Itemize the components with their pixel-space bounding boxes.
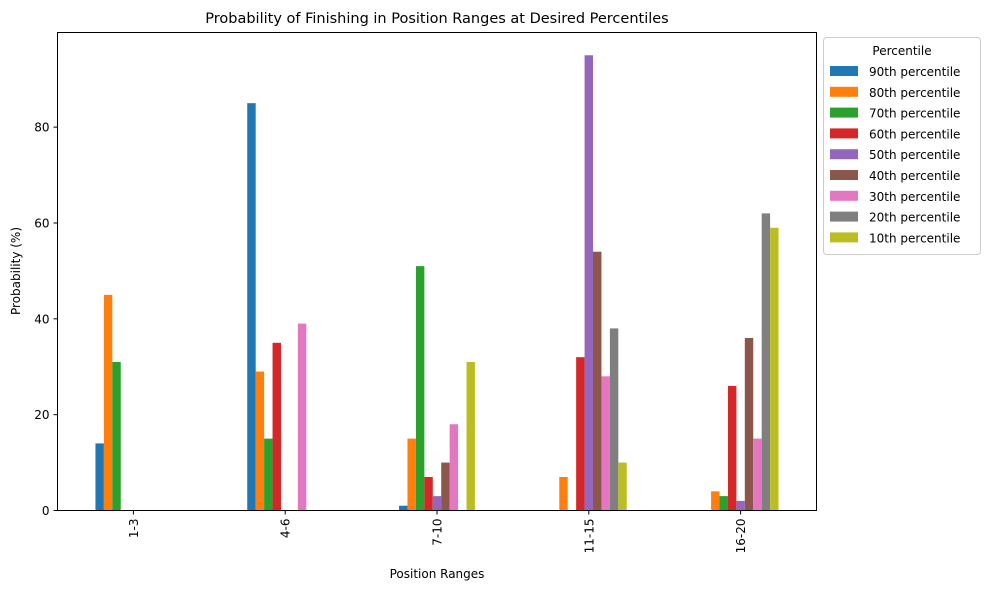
bar-4-6-30th-percentile <box>297 323 307 511</box>
bar-7-10-40th-percentile <box>441 462 450 511</box>
bar-7-10-90th-percentile <box>399 505 408 511</box>
bar-11-15-60th-percentile <box>576 357 585 511</box>
bar-11-15-40th-percentile <box>593 251 602 511</box>
plot-frame <box>57 32 817 511</box>
bar-7-10-70th-percentile <box>415 266 425 511</box>
legend-swatch <box>830 170 858 180</box>
y-tick-label: 40 <box>34 312 49 326</box>
legend-label: 20th percentile <box>869 211 960 225</box>
bar-16-20-70th-percentile <box>719 496 728 511</box>
legend-label: 70th percentile <box>869 107 960 121</box>
bar-4-6-60th-percentile <box>272 342 281 511</box>
bar-11-15-50th-percentile <box>584 55 594 511</box>
x-tick-label: 11-15 <box>582 519 596 554</box>
legend-label: 60th percentile <box>869 127 960 141</box>
legend-swatch <box>830 107 858 118</box>
legend-swatch <box>830 190 858 201</box>
x-axis: 1-3 4-6 7-10 11-15 16-20 <box>127 510 748 554</box>
y-axis: 0 20 40 60 80 <box>34 121 58 518</box>
bar-7-10-10th-percentile <box>466 361 475 511</box>
legend-label: 40th percentile <box>869 169 960 183</box>
bar-7-10-60th-percentile <box>424 476 433 511</box>
bar-16-20-50th-percentile <box>736 500 745 511</box>
bar-1-3-70th-percentile <box>112 361 121 511</box>
x-tick-label: 1-3 <box>127 519 141 539</box>
bar-1-3-90th-percentile <box>95 443 104 511</box>
bar-11-15-80th-percentile <box>559 476 568 511</box>
bar-11-15-30th-percentile <box>601 376 610 511</box>
x-tick-label: 4-6 <box>279 519 293 539</box>
y-tick-label: 0 <box>42 504 50 518</box>
legend-title: Percentile <box>872 44 931 58</box>
bar-4-6-80th-percentile <box>255 371 265 511</box>
legend-label: 90th percentile <box>869 65 960 79</box>
legend: Percentile 90th percentile 80th percentil… <box>823 37 981 255</box>
legend-swatch <box>830 86 858 97</box>
bar-1-3-80th-percentile <box>103 294 113 511</box>
legend-frame <box>823 37 981 255</box>
y-axis-label: Probability (%) <box>9 227 23 315</box>
bars-layer <box>95 55 779 511</box>
bar-11-15-10th-percentile <box>618 462 627 511</box>
legend-label: 80th percentile <box>869 86 960 100</box>
y-tick-label: 20 <box>34 408 49 422</box>
y-tick-label: 60 <box>34 216 49 230</box>
bar-4-6-70th-percentile <box>264 438 273 511</box>
bar-7-10-50th-percentile <box>432 496 442 511</box>
legend-swatch <box>830 211 858 222</box>
legend-label: 50th percentile <box>869 148 960 162</box>
bar-16-20-30th-percentile <box>753 438 762 511</box>
legend-swatch <box>830 128 858 139</box>
chart-title: Probability of Finishing in Position Ran… <box>205 11 668 27</box>
bar-16-20-10th-percentile <box>770 227 779 511</box>
y-tick-label: 80 <box>34 121 49 135</box>
bar-16-20-80th-percentile <box>711 491 720 511</box>
legend-swatch <box>830 232 858 243</box>
legend-label: 30th percentile <box>869 190 960 204</box>
bar-7-10-80th-percentile <box>407 438 416 511</box>
legend-swatch <box>830 149 858 160</box>
x-tick-label: 7-10 <box>431 519 445 546</box>
legend-label: 10th percentile <box>869 231 960 245</box>
bar-11-15-20th-percentile <box>609 328 619 511</box>
legend-items: 90th percentile 80th percentile 70th perce… <box>830 65 960 245</box>
bar-4-6-90th-percentile <box>247 103 256 511</box>
bar-16-20-20th-percentile <box>761 213 771 511</box>
legend-swatch <box>830 66 858 76</box>
x-axis-label: Position Ranges <box>390 567 485 581</box>
bar-16-20-40th-percentile <box>744 337 754 511</box>
x-tick-label: 16-20 <box>734 519 748 554</box>
bar-16-20-60th-percentile <box>727 385 737 511</box>
bar-7-10-30th-percentile <box>449 424 459 511</box>
